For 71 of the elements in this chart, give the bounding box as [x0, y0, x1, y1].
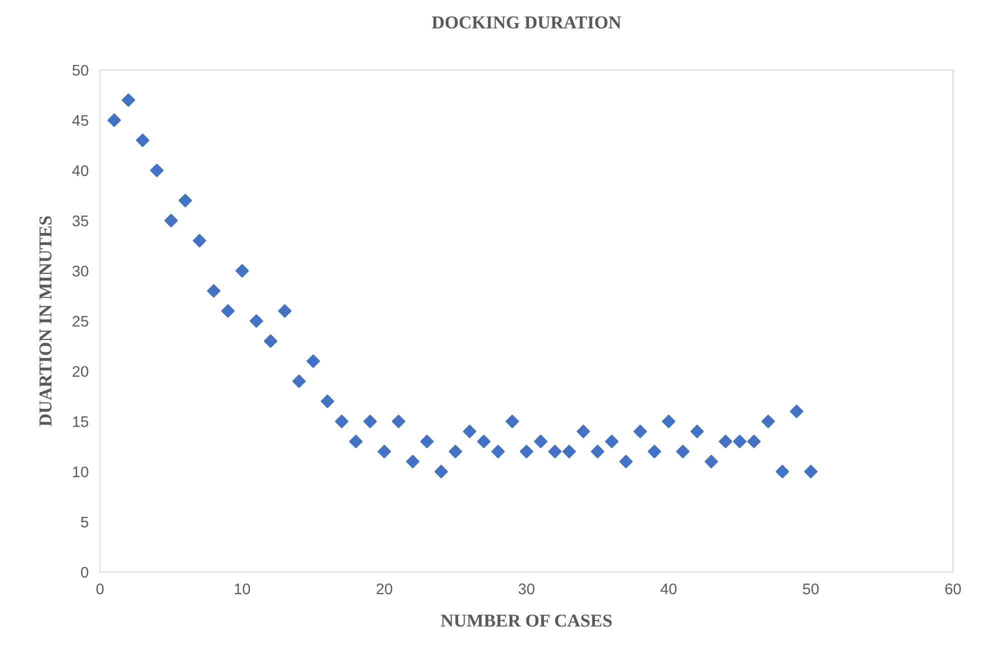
point	[320, 394, 334, 408]
point	[363, 414, 377, 428]
point	[206, 284, 220, 298]
y-tick-label: 10	[73, 466, 88, 478]
point	[235, 264, 249, 278]
point	[334, 414, 348, 428]
x-tick-label: 30	[518, 584, 534, 594]
point	[448, 444, 462, 458]
point	[506, 414, 520, 428]
point	[548, 444, 562, 458]
point	[406, 454, 420, 468]
x-axis-title: NUMBER OF CASES	[440, 614, 612, 627]
point	[576, 424, 590, 438]
point	[434, 464, 448, 478]
point	[690, 424, 704, 438]
point	[264, 334, 278, 348]
y-tick-label: 20	[72, 366, 88, 377]
point	[192, 234, 206, 248]
point	[562, 444, 576, 458]
x-tick-label: 20	[376, 584, 392, 594]
point	[747, 434, 761, 448]
point	[136, 134, 150, 148]
point	[306, 354, 320, 368]
y-tick-label: 25	[72, 316, 88, 327]
y-axis-title: DUARTION IN MINUTES	[39, 216, 52, 426]
point	[178, 194, 192, 208]
point	[292, 374, 306, 388]
y-tick-label: 35	[72, 215, 88, 226]
x-tick-label: 50	[802, 584, 819, 594]
chart-title: DOCKING DURATION	[432, 16, 622, 29]
point	[278, 304, 292, 318]
y-tick-label: 15	[73, 416, 88, 428]
x-tick-label: 60	[945, 584, 961, 594]
point	[534, 434, 548, 448]
point	[619, 454, 633, 468]
point	[392, 414, 406, 428]
y-tick-label: 0	[80, 566, 88, 578]
point	[704, 454, 718, 468]
x-tick-label: 10	[234, 584, 250, 594]
point	[761, 414, 775, 428]
point	[462, 424, 476, 438]
y-tick-label: 45	[72, 115, 88, 126]
point	[164, 214, 178, 228]
point	[250, 314, 264, 328]
point	[349, 434, 363, 448]
y-tick-label: 50	[72, 64, 88, 76]
point	[718, 434, 732, 448]
y-tick-label: 30	[72, 266, 88, 276]
x-tick-label: 0	[96, 584, 104, 594]
point	[150, 164, 164, 178]
point	[733, 434, 746, 448]
point	[221, 304, 235, 318]
x-tick-label: 40	[660, 584, 677, 594]
y-tick-label: 5	[81, 516, 88, 528]
point	[605, 434, 619, 448]
point	[122, 93, 136, 107]
point	[491, 444, 505, 458]
point	[776, 464, 790, 478]
point	[520, 444, 534, 458]
point	[662, 414, 676, 428]
point	[477, 434, 491, 448]
point	[648, 444, 662, 458]
point	[804, 464, 818, 478]
point	[107, 113, 121, 127]
point	[790, 404, 804, 418]
point	[378, 444, 392, 458]
point	[420, 434, 434, 448]
point	[676, 444, 690, 458]
y-tick-label: 40	[72, 165, 88, 176]
point	[633, 424, 647, 438]
point	[590, 444, 604, 458]
